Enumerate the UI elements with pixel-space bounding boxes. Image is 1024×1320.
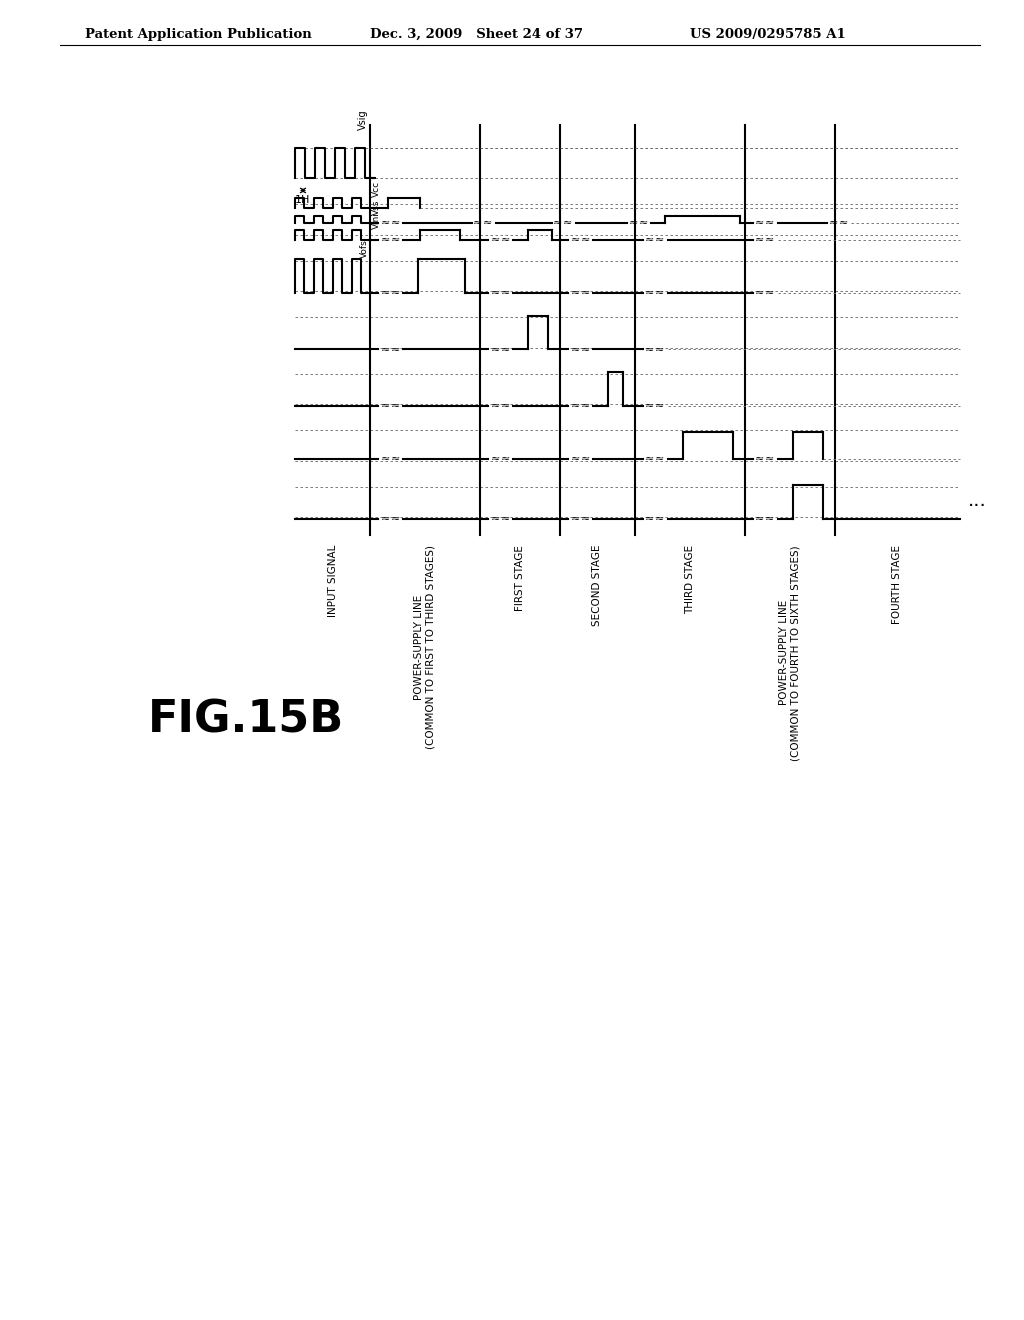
Text: ≈: ≈ bbox=[501, 454, 510, 463]
Text: ≈: ≈ bbox=[380, 513, 390, 524]
Text: FOURTH STAGE: FOURTH STAGE bbox=[893, 545, 902, 624]
Text: ≈: ≈ bbox=[765, 235, 775, 246]
Text: ≈: ≈ bbox=[563, 218, 572, 228]
Text: ≈: ≈ bbox=[390, 218, 399, 228]
Text: POWER-SUPPLY LINE
(COMMON TO FOURTH TO SIXTH STAGES): POWER-SUPPLY LINE (COMMON TO FOURTH TO S… bbox=[779, 545, 801, 760]
Text: ≈: ≈ bbox=[570, 401, 580, 411]
Text: ≈: ≈ bbox=[501, 235, 510, 246]
Text: Vini: Vini bbox=[372, 213, 381, 228]
Text: Vofs: Vofs bbox=[360, 239, 369, 259]
Text: ≈: ≈ bbox=[645, 454, 654, 463]
Text: ≈: ≈ bbox=[828, 218, 838, 228]
Text: ≈: ≈ bbox=[581, 235, 590, 246]
Text: ≈: ≈ bbox=[490, 513, 500, 524]
Text: ≈: ≈ bbox=[483, 218, 493, 228]
Text: ≈: ≈ bbox=[839, 218, 848, 228]
Text: ≈: ≈ bbox=[501, 401, 510, 411]
Text: ≈: ≈ bbox=[490, 288, 500, 298]
Text: ≈: ≈ bbox=[655, 288, 665, 298]
Text: ≈: ≈ bbox=[570, 513, 580, 524]
Text: ≈: ≈ bbox=[756, 288, 765, 298]
Text: ≈: ≈ bbox=[490, 345, 500, 355]
Text: Vsig: Vsig bbox=[358, 110, 368, 129]
Text: ≈: ≈ bbox=[655, 345, 665, 355]
Text: Vss: Vss bbox=[372, 199, 381, 215]
Text: ≈: ≈ bbox=[581, 288, 590, 298]
Text: ≈: ≈ bbox=[756, 454, 765, 463]
Text: INPUT SIGNAL: INPUT SIGNAL bbox=[328, 545, 338, 618]
Text: ≈: ≈ bbox=[570, 288, 580, 298]
Text: ≈: ≈ bbox=[756, 235, 765, 246]
Text: ≈: ≈ bbox=[655, 454, 665, 463]
Text: US 2009/0295785 A1: US 2009/0295785 A1 bbox=[690, 28, 846, 41]
Text: ≈: ≈ bbox=[473, 218, 482, 228]
Text: ...: ... bbox=[968, 491, 987, 510]
Text: ≈: ≈ bbox=[655, 513, 665, 524]
Text: ≈: ≈ bbox=[756, 218, 765, 228]
Text: ≈: ≈ bbox=[380, 235, 390, 246]
Text: ≈: ≈ bbox=[570, 345, 580, 355]
Text: ≈: ≈ bbox=[390, 454, 399, 463]
Text: ≈: ≈ bbox=[756, 513, 765, 524]
Text: ≈: ≈ bbox=[581, 401, 590, 411]
Text: ≈: ≈ bbox=[390, 513, 399, 524]
Text: ≈: ≈ bbox=[390, 345, 399, 355]
Text: ≈: ≈ bbox=[629, 218, 638, 228]
Text: THIRD STAGE: THIRD STAGE bbox=[685, 545, 695, 614]
Text: POWER-SUPPLY LINE
(COMMON TO FIRST TO THIRD STAGES): POWER-SUPPLY LINE (COMMON TO FIRST TO TH… bbox=[414, 545, 436, 748]
Text: ≈: ≈ bbox=[380, 401, 390, 411]
Text: ≈: ≈ bbox=[390, 235, 399, 246]
Text: ≈: ≈ bbox=[581, 454, 590, 463]
Text: ≈: ≈ bbox=[501, 345, 510, 355]
Text: ≈: ≈ bbox=[645, 235, 654, 246]
Text: ≈: ≈ bbox=[655, 235, 665, 246]
Text: FIRST STAGE: FIRST STAGE bbox=[515, 545, 525, 611]
Text: 1H: 1H bbox=[295, 195, 310, 206]
Text: ≈: ≈ bbox=[501, 288, 510, 298]
Text: ≈: ≈ bbox=[765, 454, 775, 463]
Text: ≈: ≈ bbox=[645, 288, 654, 298]
Text: ≈: ≈ bbox=[380, 218, 390, 228]
Text: ≈: ≈ bbox=[390, 401, 399, 411]
Text: ≈: ≈ bbox=[638, 218, 648, 228]
Text: FIG.15B: FIG.15B bbox=[148, 698, 344, 742]
Text: ≈: ≈ bbox=[490, 235, 500, 246]
Text: ≈: ≈ bbox=[570, 454, 580, 463]
Text: Patent Application Publication: Patent Application Publication bbox=[85, 28, 311, 41]
Text: ≈: ≈ bbox=[645, 345, 654, 355]
Text: ≈: ≈ bbox=[765, 218, 775, 228]
Text: ≈: ≈ bbox=[390, 288, 399, 298]
Text: ≈: ≈ bbox=[581, 345, 590, 355]
Text: Dec. 3, 2009   Sheet 24 of 37: Dec. 3, 2009 Sheet 24 of 37 bbox=[370, 28, 583, 41]
Text: ≈: ≈ bbox=[380, 288, 390, 298]
Text: SECOND STAGE: SECOND STAGE bbox=[593, 545, 602, 627]
Text: ≈: ≈ bbox=[655, 401, 665, 411]
Text: ≈: ≈ bbox=[490, 454, 500, 463]
Text: ≈: ≈ bbox=[765, 513, 775, 524]
Text: ≈: ≈ bbox=[490, 401, 500, 411]
Text: ≈: ≈ bbox=[581, 513, 590, 524]
Text: ≈: ≈ bbox=[645, 401, 654, 411]
Text: Vcc: Vcc bbox=[372, 181, 381, 197]
Text: ≈: ≈ bbox=[380, 454, 390, 463]
Text: ≈: ≈ bbox=[553, 218, 562, 228]
Text: ≈: ≈ bbox=[645, 513, 654, 524]
Text: ≈: ≈ bbox=[765, 288, 775, 298]
Text: ≈: ≈ bbox=[501, 513, 510, 524]
Text: ≈: ≈ bbox=[380, 345, 390, 355]
Text: ≈: ≈ bbox=[570, 235, 580, 246]
